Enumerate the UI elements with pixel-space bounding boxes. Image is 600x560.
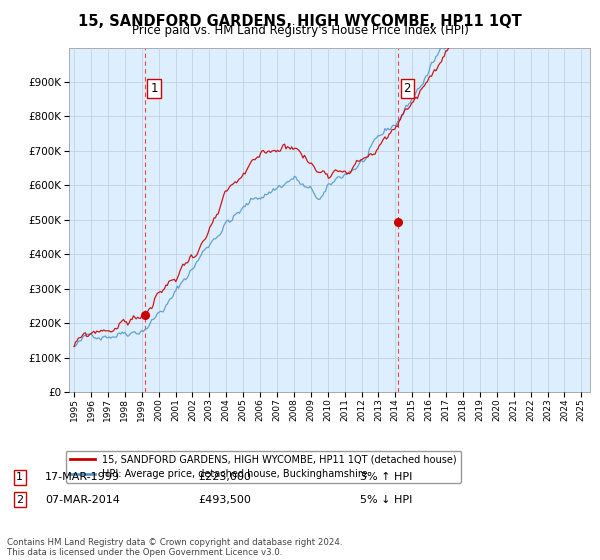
Text: Contains HM Land Registry data © Crown copyright and database right 2024.
This d: Contains HM Land Registry data © Crown c… [7, 538, 343, 557]
Text: 5% ↓ HPI: 5% ↓ HPI [360, 494, 412, 505]
Text: £223,000: £223,000 [198, 472, 251, 482]
Text: 3% ↑ HPI: 3% ↑ HPI [360, 472, 412, 482]
Legend: 15, SANDFORD GARDENS, HIGH WYCOMBE, HP11 1QT (detached house), HPI: Average pric: 15, SANDFORD GARDENS, HIGH WYCOMBE, HP11… [67, 451, 461, 483]
Text: Price paid vs. HM Land Registry's House Price Index (HPI): Price paid vs. HM Land Registry's House … [131, 24, 469, 37]
Text: 1: 1 [151, 82, 158, 95]
Text: 07-MAR-2014: 07-MAR-2014 [45, 494, 120, 505]
Text: 15, SANDFORD GARDENS, HIGH WYCOMBE, HP11 1QT: 15, SANDFORD GARDENS, HIGH WYCOMBE, HP11… [78, 14, 522, 29]
Text: 17-MAR-1999: 17-MAR-1999 [45, 472, 120, 482]
Text: 2: 2 [403, 82, 411, 95]
Text: £493,500: £493,500 [198, 494, 251, 505]
Text: 1: 1 [16, 472, 23, 482]
Text: 2: 2 [16, 494, 23, 505]
